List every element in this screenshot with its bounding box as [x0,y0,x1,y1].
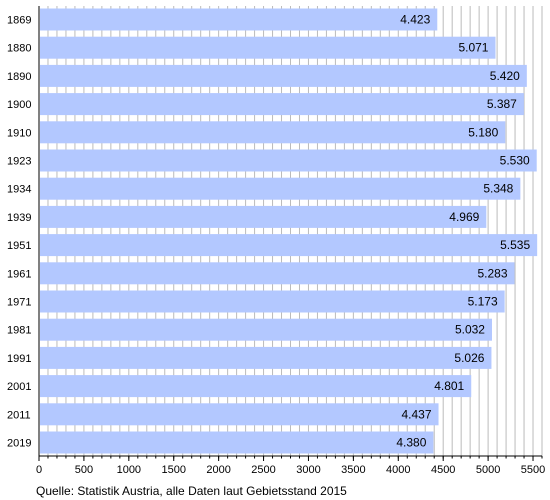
x-tick-label: 2500 [251,464,275,476]
category-label: 1939 [7,212,31,224]
x-tick-label: 5500 [521,464,545,476]
bar [40,234,538,257]
category-label: 1923 [7,156,31,168]
bar [40,431,434,454]
bar [40,93,524,116]
category-label: 1890 [7,71,31,83]
value-label: 5.283 [477,266,507,280]
x-tick-label: 2000 [206,464,230,476]
category-label: 1869 [7,15,31,27]
category-label: 1991 [7,353,31,365]
value-label: 5.420 [490,69,520,83]
x-tick-label: 5000 [476,464,500,476]
bar [40,318,492,341]
category-label: 2019 [7,438,31,450]
category-label: 1910 [7,127,31,139]
value-label: 5.387 [487,97,517,111]
x-tick-label: 500 [75,464,93,476]
x-tick-label: 1000 [117,464,141,476]
value-label: 5.026 [454,351,484,365]
bar [40,375,472,398]
bar [40,290,505,313]
category-label: 1934 [7,184,31,196]
category-label: 1900 [7,99,31,111]
category-label: 2011 [7,409,31,421]
x-tick-label: 0 [36,464,42,476]
category-label: 1951 [7,240,31,252]
category-label: 1971 [7,297,31,309]
value-label: 5.535 [500,238,530,252]
labels: 1869 4.423 1880 5.071 1890 5.420 1900 5.387 1910… [7,13,545,477]
bars [40,8,538,454]
population-bar-chart: 1869 4.423 1880 5.071 1890 5.420 1900 5.387 1910… [7,6,545,477]
value-label: 4.380 [396,436,426,450]
category-label: 1961 [7,268,31,280]
x-tick-label: 3000 [296,464,320,476]
bar [40,403,439,426]
bar [40,205,487,228]
value-label: 5.071 [458,41,488,55]
value-label: 4.969 [449,210,479,224]
value-label: 5.173 [468,295,498,309]
value-label: 5.032 [455,323,485,337]
category-label: 2001 [7,381,31,393]
x-tick-label: 4500 [431,464,455,476]
bar [40,149,537,172]
x-axis [38,6,543,461]
bar [40,262,515,285]
bar [40,8,438,31]
value-label: 4.801 [434,379,464,393]
bar [40,64,527,87]
source-note: Quelle: Statistik Austria, alle Daten la… [36,484,347,498]
value-label: 4.437 [402,407,432,421]
bar [40,177,521,200]
value-label: 5.348 [483,182,513,196]
x-tick-label: 3500 [341,464,365,476]
x-tick-label: 4000 [386,464,410,476]
bar [40,36,496,59]
bar [40,346,492,369]
value-label: 4.423 [400,13,430,27]
x-tick-label: 1500 [161,464,185,476]
category-label: 1880 [7,43,31,55]
category-label: 1981 [7,325,31,337]
bar [40,121,506,144]
value-label: 5.530 [500,154,530,168]
value-label: 5.180 [468,125,498,139]
